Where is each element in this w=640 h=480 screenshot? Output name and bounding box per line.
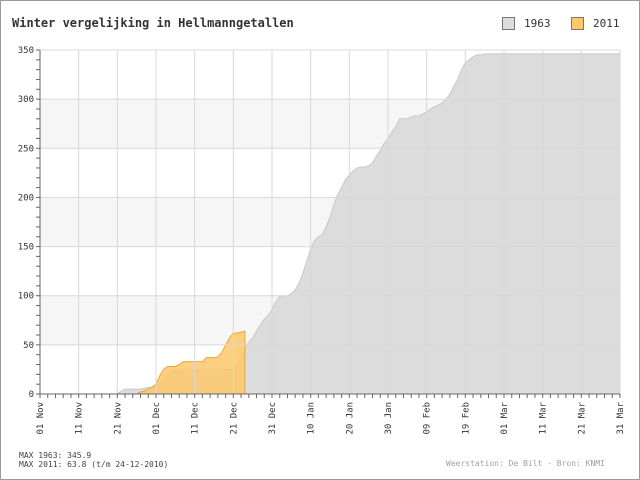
y-tick-label: 50	[23, 341, 34, 351]
legend-swatch-2011	[571, 17, 584, 30]
y-tick-label: 0	[29, 390, 34, 400]
x-tick-label: 31 Mar	[616, 401, 626, 434]
series-area-2011	[40, 330, 246, 395]
x-tick-label: 31 Dec	[268, 402, 278, 435]
y-tick-label: 150	[18, 243, 34, 253]
x-tick-label: 01 Nov	[36, 402, 46, 435]
x-tick-label: 09 Feb	[423, 402, 433, 435]
footer-max-2011: MAX 2011: 63.8 (t/m 24-12-2010)	[19, 460, 169, 469]
x-tick-label: 21 Mar	[577, 401, 587, 434]
x-tick-label: 21 Dec	[229, 402, 239, 435]
chart-title: Winter vergelijking in Hellmanngetallen	[12, 16, 294, 30]
x-tick-label: 01 Dec	[152, 402, 162, 435]
legend-label-2011: 2011	[593, 17, 620, 30]
x-tick-label: 01 Mar	[500, 401, 510, 434]
x-tick-label: 11 Mar	[539, 401, 549, 434]
legend-item-2011: 2011	[571, 17, 620, 30]
y-tick-label: 200	[18, 193, 34, 203]
y-tick-label: 300	[18, 95, 34, 105]
x-tick-label: 10 Jan	[307, 402, 317, 435]
legend-swatch-1963	[502, 17, 515, 30]
legend-label-1963: 1963	[524, 17, 551, 30]
footer-max-1963: MAX 1963: 345.9	[19, 451, 92, 460]
footer-source: Weerstation: De Bilt - Bron: KNMI	[446, 459, 605, 468]
legend-item-1963: 1963	[502, 17, 551, 30]
footer-max-values: MAX 1963: 345.9 MAX 2011: 63.8 (t/m 24-1…	[19, 451, 168, 469]
x-tick-label: 21 Nov	[113, 402, 123, 435]
y-tick-label: 250	[18, 144, 34, 154]
y-tick-label: 350	[18, 46, 34, 56]
x-tick-label: 19 Feb	[461, 402, 471, 435]
x-tick-label: 30 Jan	[384, 402, 394, 435]
x-tick-label: 20 Jan	[345, 402, 355, 435]
y-tick-label: 100	[18, 292, 34, 302]
x-tick-label: 11 Dec	[191, 402, 201, 435]
x-tick-label: 11 Nov	[75, 402, 85, 435]
